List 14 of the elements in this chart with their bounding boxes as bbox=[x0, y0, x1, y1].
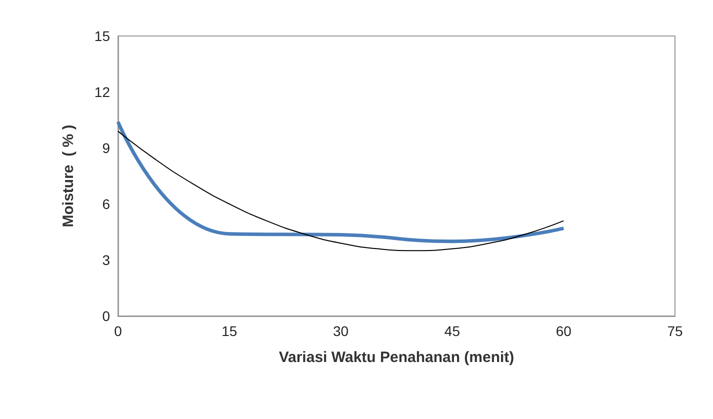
y-tick-label: 9 bbox=[102, 140, 110, 156]
y-tick-label: 15 bbox=[94, 28, 110, 44]
y-tick-label: 6 bbox=[102, 196, 110, 212]
x-tick-label: 15 bbox=[222, 323, 238, 339]
x-tick-label: 30 bbox=[333, 323, 349, 339]
x-tick-label: 75 bbox=[667, 323, 683, 339]
x-axis-title: Variasi Waktu Penahanan (menit) bbox=[278, 349, 514, 366]
y-axis-title: Moisture ( % ) bbox=[60, 124, 77, 228]
y-tick-label: 12 bbox=[94, 84, 110, 100]
x-tick-label: 45 bbox=[444, 323, 460, 339]
x-tick-label: 0 bbox=[114, 323, 122, 339]
y-tick-label: 0 bbox=[102, 308, 110, 324]
x-tick-label: 60 bbox=[556, 323, 572, 339]
y-tick-label: 3 bbox=[102, 252, 110, 268]
